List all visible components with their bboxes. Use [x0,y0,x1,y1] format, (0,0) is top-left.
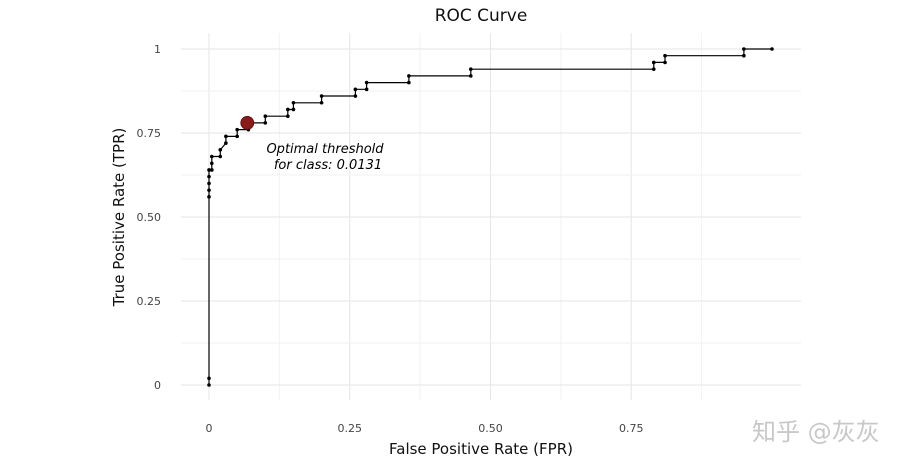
roc-data-point [353,94,358,98]
roc-data-point [235,127,239,132]
roc-data-point [218,148,223,152]
roc-data-point [235,134,239,139]
roc-data-point [207,181,211,186]
y-tick-label: 0 [154,379,161,392]
y-tick-label: 0.50 [137,211,162,224]
x-tick-label: 0.75 [619,422,644,435]
grid [181,33,801,400]
roc-data-point [207,376,211,381]
x-tick-label: 0.50 [478,422,503,435]
roc-data-point [207,188,211,192]
roc-points [207,47,774,387]
roc-data-point [224,141,228,145]
roc-data-point [742,53,746,58]
y-tick-label: 1 [154,43,161,56]
watermark-text: 知乎 @灰灰 [752,418,880,446]
roc-data-point [468,74,473,78]
y-tick-label: 0.25 [137,295,162,308]
roc-data-point [651,67,656,71]
roc-data-point [291,100,296,105]
roc-data-point [663,53,667,58]
roc-data-point [353,87,358,92]
roc-data-point [770,47,774,51]
roc-data-point [210,168,214,172]
roc-data-point [286,107,290,112]
annotation-line-1: Optimal threshold [266,142,384,157]
roc-data-point [663,60,667,65]
roc-data-point [319,100,324,105]
x-axis-label: False Positive Rate (FPR) [389,440,573,458]
y-tick-label: 0.75 [137,127,162,140]
roc-data-point [651,60,656,65]
roc-data-point [407,80,411,85]
roc-data-point [291,107,296,112]
x-tick-label: 0 [206,422,213,435]
roc-data-point [468,67,473,71]
roc-data-point [263,114,268,118]
roc-data-point [286,114,290,118]
roc-data-point [319,94,324,98]
roc-data-point [364,80,369,85]
roc-data-point [224,134,228,139]
roc-data-point [207,195,211,199]
roc-data-point [263,121,268,125]
roc-data-point [218,154,223,159]
chart-title: ROC Curve [435,6,528,26]
annotation-line-2: for class: 0.0131 [274,158,382,173]
roc-data-point [207,174,211,179]
roc-data-point [210,161,214,166]
x-tick-label: 0.25 [338,422,363,435]
roc-data-point [207,383,211,387]
roc-data-point [742,47,746,51]
roc-data-point [407,74,411,78]
optimal-threshold-point [240,116,255,130]
tick-labels: 0 0.25 0.50 0.75 0 0.25 0.50 0.75 1 [137,43,644,435]
roc-data-point [207,168,211,172]
roc-data-point [210,154,214,159]
roc-data-point [364,87,369,92]
y-axis-label: True Positive Rate (TPR) [110,128,128,308]
